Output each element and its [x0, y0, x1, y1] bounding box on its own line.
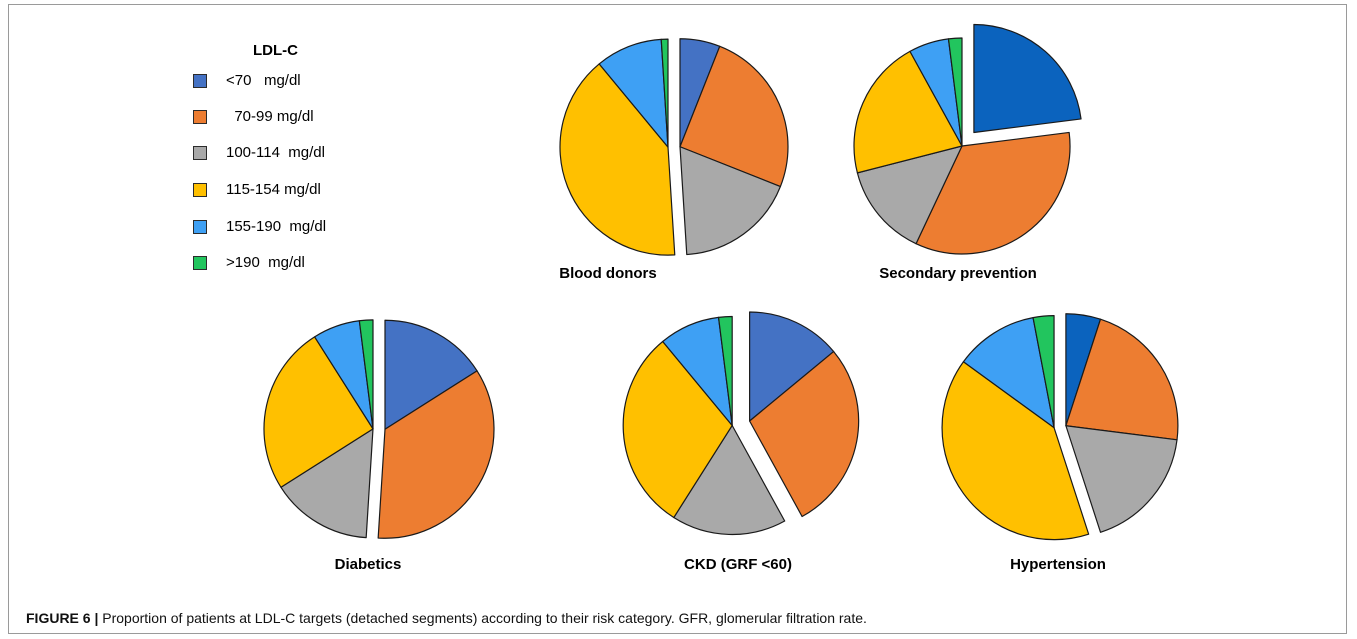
legend-label: 100-114 mg/dl: [226, 144, 325, 161]
legend-label: >190 mg/dl: [226, 254, 305, 271]
pie-chart: Secondary prevention: [853, 23, 1082, 282]
legend-swatch: [193, 220, 207, 234]
pie-title: Diabetics: [335, 556, 402, 573]
legend-label: 70-99 mg/dl: [226, 108, 314, 125]
pie-title: CKD (GRF <60): [684, 556, 792, 573]
figure-frame: [8, 4, 1347, 634]
legend-title: LDL-C: [253, 42, 298, 59]
pie-slice: [749, 350, 860, 518]
pie-title: Secondary prevention: [879, 265, 1037, 282]
legend-swatch: [193, 146, 207, 160]
legend-label: 155-190 mg/dl: [226, 218, 327, 235]
pie-title: Blood donors: [559, 265, 657, 282]
pie-slice: [673, 424, 786, 536]
figure-caption: FIGURE 6 | Proportion of patients at LDL…: [26, 610, 867, 626]
caption-text: Proportion of patients at LDL-C targets …: [98, 610, 867, 626]
pie-slice: [941, 361, 1090, 541]
pie-slice: [1032, 315, 1055, 429]
pie-slice: [853, 50, 963, 174]
pie-slice: [622, 340, 733, 519]
pie-slice: [280, 428, 374, 539]
pie-slice: [973, 23, 1082, 134]
pie-slice: [358, 319, 374, 430]
legend-swatch: [193, 74, 207, 88]
pie-slice: [377, 370, 495, 539]
pie-slice: [962, 317, 1055, 429]
pie-slice: [1065, 425, 1178, 533]
pie-slice: [679, 45, 789, 188]
pie-slice: [947, 37, 963, 147]
pie-chart: Blood donors: [559, 38, 789, 282]
pie-slice: [384, 319, 478, 430]
legend-swatch: [193, 183, 207, 197]
pie-slice: [717, 315, 733, 427]
pie-slice: [559, 63, 676, 256]
pie-chart: Diabetics: [263, 319, 495, 573]
pie-title: Hypertension: [1010, 556, 1106, 573]
pie-slice: [1065, 318, 1179, 441]
legend-swatch: [193, 256, 207, 270]
pie-slice: [679, 146, 782, 256]
pie-charts: Blood donors Secondary prevention Diabetic…: [263, 23, 1179, 573]
legend-label: 115-154 mg/dl: [226, 181, 321, 198]
pie-slice: [856, 145, 963, 245]
pie-chart: CKD (GRF <60): [622, 311, 860, 573]
legend-swatch: [193, 110, 207, 124]
caption-label: FIGURE 6 |: [26, 610, 99, 626]
pie-slice: [263, 336, 374, 488]
pie-slice: [749, 311, 835, 422]
pie-slice: [660, 38, 669, 148]
pie-chart: Hypertension: [941, 313, 1179, 573]
legend-label: <70 mg/dl: [226, 72, 301, 89]
